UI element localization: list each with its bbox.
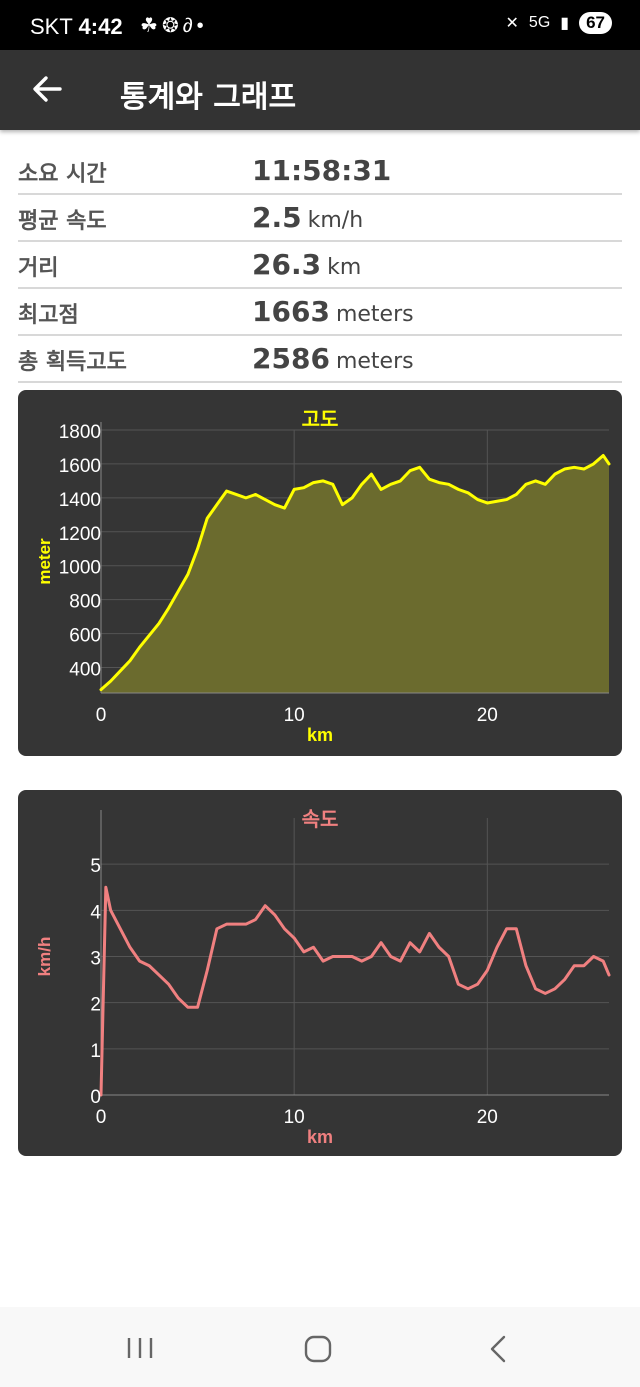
x-axis-title: km (307, 1127, 333, 1147)
status-right: ✕ 5G ▮ 67 (506, 12, 612, 34)
more-notifications-icon: • (196, 15, 208, 37)
stat-row-duration: 소요 시간 11:58:31 (18, 148, 622, 195)
y-tick-label: 800 (69, 592, 101, 613)
x-tick-label: 20 (477, 705, 498, 726)
clock-label: 4:42 (78, 14, 123, 39)
status-carrier-time: SKT 4:42 (30, 14, 123, 40)
y-tick-label: 2 (90, 995, 101, 1016)
network-label: 5G (528, 14, 551, 31)
y-tick-label: 5 (90, 856, 101, 877)
stat-row-avg-speed: 평균 속도 2.5 km/h (18, 195, 622, 242)
back-nav-icon[interactable] (486, 1334, 510, 1364)
recent-apps-icon[interactable] (125, 1335, 155, 1361)
y-tick-label: 0 (90, 1087, 101, 1108)
chart-title: 속도 (302, 807, 339, 831)
stat-label: 소요 시간 (18, 162, 107, 187)
stat-value: 1663 meters (252, 295, 414, 328)
y-tick-label: 600 (69, 626, 101, 647)
elevation-chart: 400 600 800 1000 1200 1400 1600 1800 0 10 20 고도 km me… (35, 407, 611, 745)
y-tick-label: 1400 (59, 490, 101, 511)
speed-chart: 0 1 2 3 4 5 0 10 20 속도 km km/h (35, 807, 611, 1147)
stat-row-distance: 거리 26.3 km (18, 242, 622, 289)
x-tick-label: 10 (284, 705, 305, 726)
stat-label: 총 획득고도 (18, 350, 127, 375)
y-tick-label: 4 (90, 902, 101, 923)
stat-unit: km/h (307, 208, 364, 233)
series-area (101, 455, 609, 693)
mute-icon: ✕ (505, 15, 519, 32)
stat-unit: meters (335, 302, 414, 327)
x-tick-label: 10 (284, 1107, 305, 1128)
stat-label: 평균 속도 (18, 209, 107, 234)
x-tick-label: 0 (96, 705, 107, 726)
elevation-chart-card: 400 600 800 1000 1200 1400 1600 1800 0 10 20 고도 km me… (18, 390, 622, 756)
y-tick-label: 1 (90, 1041, 101, 1062)
stat-number: 2.5 (252, 201, 302, 234)
series-line (99, 453, 611, 692)
stat-value: 11:58:31 (252, 154, 391, 187)
series-line (99, 885, 611, 1097)
notification-icon: ∂ (182, 15, 197, 37)
page-title: 통계와 그래프 (120, 80, 297, 115)
system-nav-bar (0, 1307, 640, 1387)
x-tick-label: 0 (96, 1107, 107, 1128)
y-tick-label: 1600 (59, 456, 101, 477)
stat-unit: km (327, 255, 362, 280)
notification-icon: ❂ (161, 15, 183, 37)
app-bar: 통계와 그래프 (0, 50, 640, 130)
y-axis-title: meter (35, 538, 54, 585)
y-tick-label: 1800 (59, 422, 101, 443)
y-axis-title: km/h (35, 937, 54, 977)
stat-number: 1663 (252, 295, 330, 328)
y-tick-label: 1200 (59, 524, 101, 545)
home-icon[interactable] (303, 1334, 333, 1364)
y-tick-label: 3 (90, 949, 101, 970)
chart-title: 고도 (302, 407, 339, 431)
stat-number: 26.3 (252, 248, 322, 281)
notification-icon: ☘ (140, 15, 162, 37)
stat-row-total-ascent: 총 획득고도 2586 meters (18, 336, 622, 383)
stat-unit: meters (335, 349, 414, 374)
battery-icon: 67 (579, 12, 612, 34)
y-tick-label: 400 (69, 660, 101, 681)
stat-row-max-elevation: 최고점 1663 meters (18, 289, 622, 336)
signal-icon: ▮ (560, 15, 570, 32)
y-tick-label: 1000 (59, 558, 101, 579)
stats-table: 소요 시간 11:58:31 평균 속도 2.5 km/h 거리 26.3 km 최… (18, 148, 622, 383)
stat-number: 11:58:31 (252, 154, 392, 187)
stat-label: 거리 (18, 256, 59, 281)
stat-number: 2586 (252, 342, 330, 375)
status-bar: SKT 4:42 ☘❂∂• ✕ 5G ▮ 67 (0, 0, 640, 50)
x-axis-title: km (307, 725, 333, 745)
stat-value: 2586 meters (252, 342, 414, 375)
back-arrow-icon[interactable] (30, 72, 64, 106)
x-tick-label: 20 (477, 1107, 498, 1128)
stat-value: 26.3 km (252, 248, 361, 281)
stat-value: 2.5 km/h (252, 201, 363, 234)
carrier-label: SKT (30, 14, 73, 39)
speed-chart-card: 0 1 2 3 4 5 0 10 20 속도 km km/h (18, 790, 622, 1156)
stat-label: 최고점 (18, 303, 79, 328)
notification-icons: ☘❂∂• (140, 13, 208, 38)
